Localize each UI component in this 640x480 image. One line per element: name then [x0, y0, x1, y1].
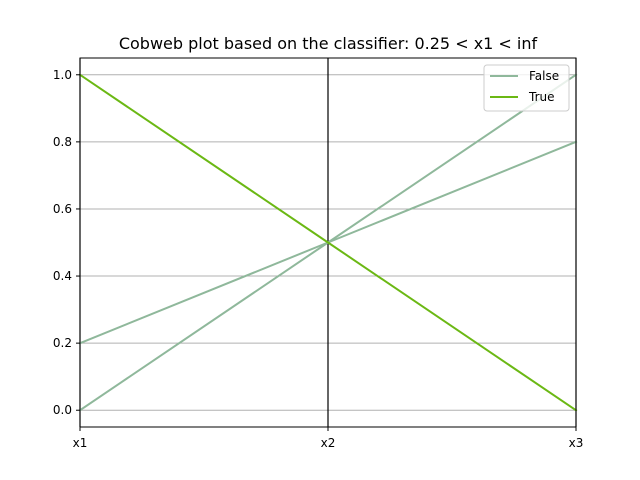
x-tick-label-x3: x3 [569, 436, 584, 450]
legend-label-true: True [528, 90, 555, 104]
y-tick-label-1: 0.2 [53, 336, 72, 350]
x-tick-label-x1: x1 [73, 436, 88, 450]
x-tick-label-x2: x2 [321, 436, 336, 450]
series-layer [78, 73, 578, 412]
tick-layer: 0.0 0.2 0.4 0.6 0.8 1.0 x1 x2 x3 [53, 68, 583, 450]
series-line-true-0 [78, 73, 578, 412]
y-tick-label-5: 1.0 [53, 68, 72, 82]
chart-title: Cobweb plot based on the classifier: 0.2… [119, 34, 538, 53]
legend: False True [483, 64, 570, 112]
y-tick-label-4: 0.8 [53, 135, 72, 149]
y-tick-label-2: 0.4 [53, 269, 72, 283]
y-tick-label-0: 0.0 [53, 403, 72, 417]
legend-label-false: False [529, 69, 559, 83]
y-tick-label-3: 0.6 [53, 202, 72, 216]
